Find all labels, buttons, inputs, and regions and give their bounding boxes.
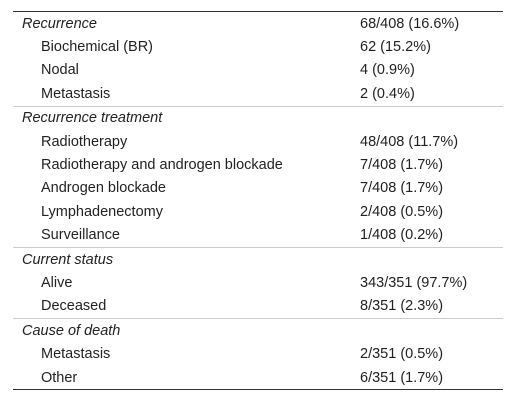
item-label: Deceased — [41, 298, 107, 315]
section-value — [360, 246, 503, 272]
item-value: 343/351 (97.7%) — [360, 274, 468, 291]
section-value — [360, 105, 503, 130]
item-label: Radiotherapy and androgen blockade — [41, 157, 283, 174]
item-row: Metastasis 2/351 (0.5%) — [13, 342, 503, 365]
data-table: Recurrence 68/408 (16.6%) Biochemical (BR)… — [13, 11, 503, 391]
item-label: Lymphadenectomy — [41, 203, 163, 220]
item-label: Metastasis — [41, 346, 111, 363]
item-row: Other 6/351 (1.7%) — [13, 366, 503, 390]
item-label: Surveillance — [41, 227, 120, 244]
item-row: Surveillance 1/408 (0.2%) — [13, 224, 503, 248]
item-value: 48/408 (11.7%) — [360, 133, 459, 150]
section-header-row: Recurrence treatment — [13, 105, 503, 130]
item-row: Androgen blockade 7/408 (1.7%) — [13, 177, 503, 200]
item-row: Radiotherapy 48/408 (11.7%) — [13, 130, 503, 153]
section-title: Cause of death — [13, 318, 360, 343]
item-label: Biochemical (BR) — [41, 39, 153, 56]
section-value — [360, 318, 503, 343]
section-title: Recurrence — [22, 15, 97, 32]
item-value: 1/408 (0.2%) — [360, 227, 444, 244]
item-row: Alive 343/351 (97.7%) — [13, 271, 503, 294]
item-label: Nodal — [41, 62, 79, 79]
section-title: Recurrence treatment — [13, 105, 360, 130]
item-label: Other — [41, 369, 78, 386]
section-title: Current status — [13, 246, 360, 272]
item-value: 2/408 (0.5%) — [360, 203, 444, 220]
item-value: 7/408 (1.7%) — [360, 180, 444, 197]
item-label: Androgen blockade — [41, 180, 166, 197]
item-label: Metastasis — [41, 85, 111, 102]
item-value: 7/408 (1.7%) — [360, 157, 444, 174]
item-value: 2/351 (0.5%) — [360, 346, 444, 363]
item-value: 6/351 (1.7%) — [360, 369, 444, 386]
item-row: Metastasis 2 (0.4%) — [13, 82, 503, 106]
item-value: 8/351 (2.3%) — [360, 298, 444, 315]
item-label: Alive — [41, 274, 73, 291]
item-row: Nodal 4 (0.9%) — [13, 59, 503, 82]
item-value: 62 (15.2%) — [360, 39, 431, 56]
item-row: Lymphadenectomy 2/408 (0.5%) — [13, 200, 503, 223]
item-row: Biochemical (BR) 62 (15.2%) — [13, 35, 503, 58]
item-value: 4 (0.9%) — [360, 62, 415, 79]
section-value: 68/408 (16.6%) — [360, 15, 460, 32]
item-row: Radiotherapy and androgen blockade 7/408 … — [13, 153, 503, 176]
item-label: Radiotherapy — [41, 133, 128, 150]
section-header-row: Cause of death — [13, 318, 503, 343]
section-header-row: Recurrence 68/408 (16.6%) — [13, 12, 503, 36]
item-row: Deceased 8/351 (2.3%) — [13, 295, 503, 319]
item-value: 2 (0.4%) — [360, 85, 415, 102]
table-body: Recurrence 68/408 (16.6%) Biochemical (BR)… — [13, 12, 503, 390]
section-header-row: Current status — [13, 246, 503, 272]
